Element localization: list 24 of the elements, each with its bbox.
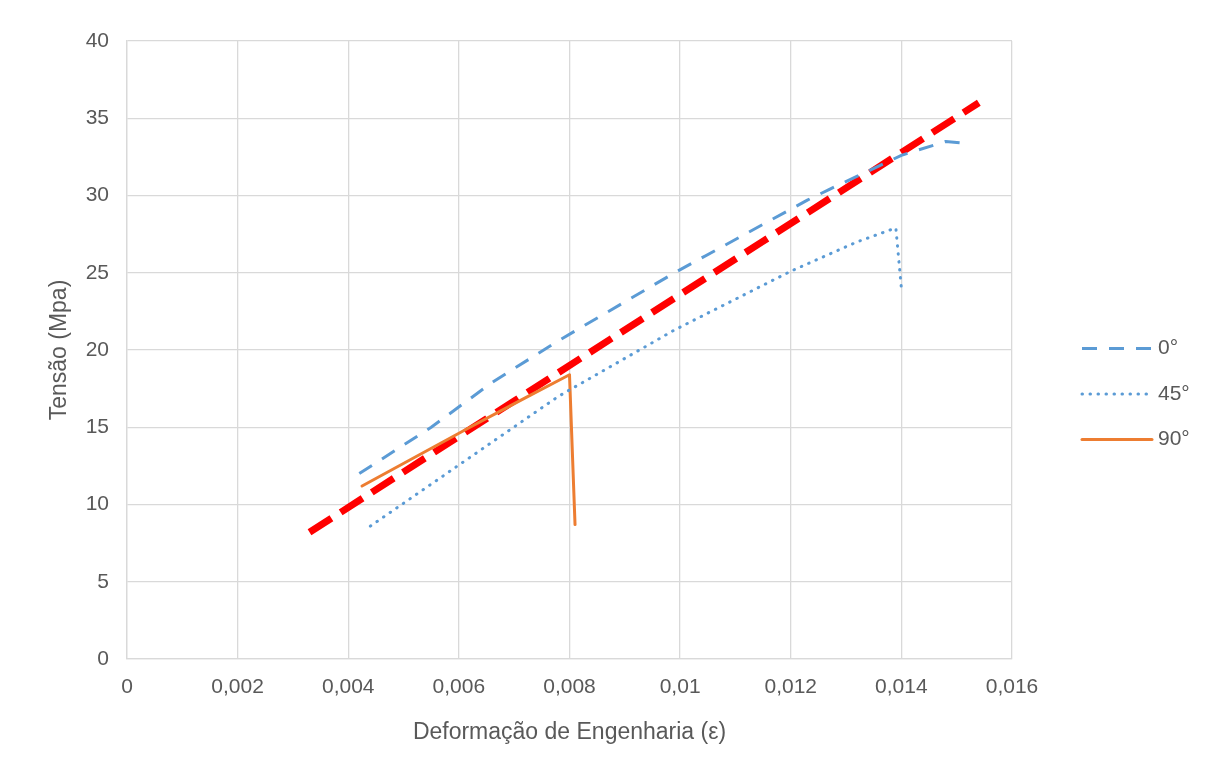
x-tick-label: 0,012 — [764, 674, 818, 698]
x-tick-label: 0,004 — [321, 674, 375, 698]
y-tick-label: 20 — [85, 336, 109, 360]
legend-label: 90° — [1158, 426, 1190, 450]
y-tick-label: 35 — [85, 105, 109, 129]
line-series — [368, 226, 903, 528]
y-tick-label: 5 — [97, 568, 109, 592]
x-tick-label: 0 — [121, 674, 133, 698]
y-tick-label: 40 — [85, 27, 109, 51]
y-tick-label: 25 — [85, 259, 109, 283]
y-tick-label: 15 — [85, 414, 109, 438]
y-tick-label: 10 — [85, 491, 109, 515]
x-tick-label: 0,008 — [543, 674, 596, 698]
x-axis-title: Deformação de Engenharia (ε) — [412, 717, 727, 744]
y-tick-label: 30 — [85, 182, 109, 206]
x-tick-label: 0,002 — [211, 674, 264, 698]
x-tick-label: 0,006 — [432, 674, 486, 698]
y-axis-title: Tensão (Mpa) — [45, 279, 72, 421]
x-tick-label: 0,01 — [659, 674, 701, 698]
x-tick-label: 0,014 — [875, 674, 928, 698]
legend-label: 45° — [1158, 380, 1190, 404]
y-tick-label: 0 — [97, 645, 109, 669]
x-tick-label: 0,016 — [985, 674, 1039, 698]
legend-label: 0° — [1158, 335, 1179, 359]
